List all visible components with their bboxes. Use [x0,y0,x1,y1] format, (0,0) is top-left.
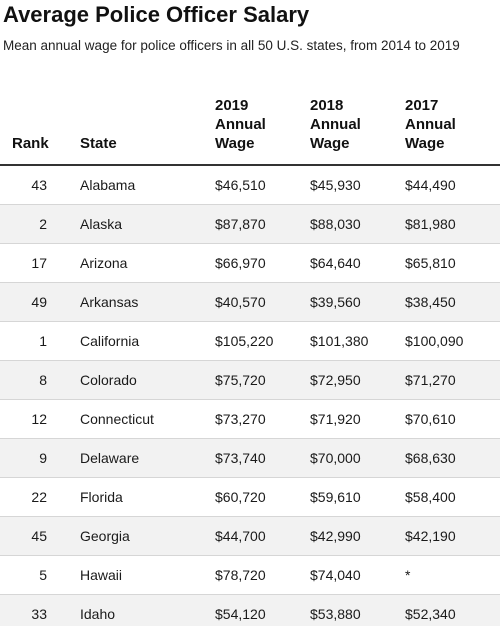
wage-2018-cell: $72,950 [310,360,405,400]
state-cell: Connecticut [80,399,215,439]
header-2019-annual-wage: 2019 Annual Wage [215,83,310,166]
page-title: Average Police Officer Salary [3,2,310,27]
wage-2017-cell: $68,630 [405,438,500,478]
wage-2017-cell: * [405,555,500,595]
wage-2018-cell: $70,000 [310,438,405,478]
header-state-line: State [80,135,117,152]
rank-cell: 12 [0,399,80,439]
wage-2017-cell: $42,190 [405,516,500,556]
wage-2019-cell: $75,720 [215,360,310,400]
state-cell: California [80,321,215,361]
rank-cell: 22 [0,477,80,517]
salary-table: Rank State 2019 Annual Wage 2018 Annual … [0,83,500,626]
state-cell: Colorado [80,360,215,400]
header-2017-annual: Annual [405,116,456,133]
table-row: 22 Florida $60,720 $59,610 $58,400 [0,477,500,517]
rank-cell: 2 [0,204,80,244]
state-cell: Idaho [80,594,215,626]
wage-2018-cell: $101,380 [310,321,405,361]
wage-2017-cell: $70,610 [405,399,500,439]
rank-cell: 9 [0,438,80,478]
wage-2018-cell: $64,640 [310,243,405,283]
wage-2018-cell: $53,880 [310,594,405,626]
state-cell: Georgia [80,516,215,556]
wage-2017-cell: $52,340 [405,594,500,626]
state-cell: Florida [80,477,215,517]
header-2018-year: 2018 [310,97,344,114]
state-cell: Alabama [80,165,215,205]
rank-cell: 43 [0,165,80,205]
wage-2019-cell: $66,970 [215,243,310,283]
header-rank: Rank [0,83,80,166]
table-row: 2 Alaska $87,870 $88,030 $81,980 [0,204,500,244]
page-subtitle: Mean annual wage for police officers in … [3,38,460,53]
table-row: 43 Alabama $46,510 $45,930 $44,490 [0,165,500,205]
state-cell: Alaska [80,204,215,244]
wage-2018-cell: $74,040 [310,555,405,595]
wage-2018-cell: $59,610 [310,477,405,517]
wage-2018-cell: $42,990 [310,516,405,556]
table-row: 49 Arkansas $40,570 $39,560 $38,450 [0,282,500,322]
wage-2019-cell: $105,220 [215,321,310,361]
table-row: 9 Delaware $73,740 $70,000 $68,630 [0,438,500,478]
wage-2018-cell: $45,930 [310,165,405,205]
wage-2019-cell: $44,700 [215,516,310,556]
table-header: Rank State 2019 Annual Wage 2018 Annual … [0,83,500,166]
rank-cell: 1 [0,321,80,361]
wage-2019-cell: $46,510 [215,165,310,205]
table-row: 5 Hawaii $78,720 $74,040 * [0,555,500,595]
table-row: 45 Georgia $44,700 $42,990 $42,190 [0,516,500,556]
table-row: 1 California $105,220 $101,380 $100,090 [0,321,500,361]
rank-cell: 8 [0,360,80,400]
header-2019-wage: Wage [215,135,255,152]
header-2018-wage: Wage [310,135,350,152]
wage-2019-cell: $40,570 [215,282,310,322]
header-row: Rank State 2019 Annual Wage 2018 Annual … [0,83,500,166]
wage-2017-cell: $81,980 [405,204,500,244]
header-2018-annual-wage: 2018 Annual Wage [310,83,405,166]
header-state: State [80,83,215,166]
table-row: 12 Connecticut $73,270 $71,920 $70,610 [0,399,500,439]
wage-2017-cell: $38,450 [405,282,500,322]
table-row: 8 Colorado $75,720 $72,950 $71,270 [0,360,500,400]
header-2018-annual: Annual [310,116,361,133]
rank-cell: 5 [0,555,80,595]
state-cell: Hawaii [80,555,215,595]
table-body: 43 Alabama $46,510 $45,930 $44,490 2 Ala… [0,165,500,626]
rank-cell: 49 [0,282,80,322]
wage-2017-cell: $44,490 [405,165,500,205]
wage-2018-cell: $71,920 [310,399,405,439]
wage-2019-cell: $60,720 [215,477,310,517]
state-cell: Arizona [80,243,215,283]
wage-2017-cell: $100,090 [405,321,500,361]
wage-2019-cell: $73,270 [215,399,310,439]
header-2017-annual-wage: 2017 Annual Wage [405,83,500,166]
table-row: 17 Arizona $66,970 $64,640 $65,810 [0,243,500,283]
wage-2019-cell: $73,740 [215,438,310,478]
state-cell: Arkansas [80,282,215,322]
header-2019-year: 2019 [215,97,249,114]
header-2017-year: 2017 [405,97,439,114]
rank-cell: 33 [0,594,80,626]
table-row: 33 Idaho $54,120 $53,880 $52,340 [0,594,500,626]
header-2019-annual: Annual [215,116,266,133]
state-cell: Delaware [80,438,215,478]
wage-2019-cell: $87,870 [215,204,310,244]
wage-2019-cell: $54,120 [215,594,310,626]
rank-cell: 17 [0,243,80,283]
wage-2018-cell: $88,030 [310,204,405,244]
wage-2018-cell: $39,560 [310,282,405,322]
wage-2017-cell: $71,270 [405,360,500,400]
header-rank-line: Rank [12,135,49,152]
rank-cell: 45 [0,516,80,556]
wage-2017-cell: $65,810 [405,243,500,283]
wage-2019-cell: $78,720 [215,555,310,595]
header-2017-wage: Wage [405,135,445,152]
wage-2017-cell: $58,400 [405,477,500,517]
